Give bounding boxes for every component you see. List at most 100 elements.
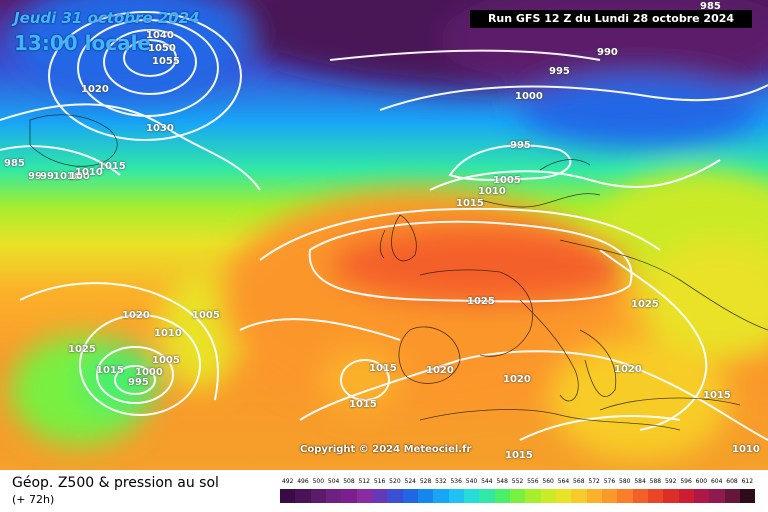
scale-label: 556 (527, 478, 539, 485)
coastlines (29, 114, 768, 431)
scale-label: 516 (373, 478, 386, 485)
scale-swatch (448, 489, 464, 503)
isobar-label: 985 (4, 158, 25, 169)
isobar-label: 995 (128, 377, 149, 388)
isobar-label: 1005 (192, 310, 220, 321)
scale-label: 572 (588, 478, 600, 485)
weather-map: Jeudi 31 octobre 2024 13:00 locale Run G… (0, 0, 768, 470)
scale-swatch (280, 489, 296, 503)
isobar-label: 1015 (98, 161, 126, 172)
isobar-label: 1015 (349, 399, 377, 410)
isobar-label: 1025 (631, 299, 659, 310)
color-scale-labels: 492 496 500 504 508 512 516 520 524 528 532 536 540 5… (280, 478, 755, 488)
scale-swatch (586, 489, 602, 503)
scale-swatch (463, 489, 480, 503)
scale-label: 508 (343, 478, 355, 485)
isobar-label: 1015 (369, 363, 397, 374)
map-title: Géop. Z500 & pression au sol (12, 475, 219, 491)
scale-swatch (295, 489, 311, 503)
geopotential-field (0, 0, 768, 470)
scale-label: 604 (710, 478, 723, 485)
isobar-label: 1025 (467, 296, 495, 307)
scale-swatch (341, 489, 357, 503)
scale-swatch (325, 489, 342, 503)
isobar-label: 995 (510, 140, 531, 151)
scale-label: 496 (297, 478, 309, 485)
scale-label: 536 (450, 478, 462, 485)
scale-swatch (356, 489, 372, 503)
forecast-date: Jeudi 31 octobre 2024 (14, 9, 200, 27)
scale-swatch (647, 489, 664, 503)
scale-swatch (601, 489, 618, 503)
scale-swatch (540, 489, 556, 503)
scale-label: 612 (741, 478, 754, 485)
forecast-lead: (+ 72h) (12, 493, 55, 506)
isobar-label: 1020 (426, 365, 454, 376)
scale-swatch (494, 489, 510, 503)
isobar-label: 1005 (152, 355, 180, 366)
isobar-label: 1020 (81, 84, 109, 95)
isobar-label: 1020 (503, 374, 531, 385)
scale-swatch (693, 489, 710, 503)
scale-label: 532 (435, 478, 447, 485)
isobar-label: 1000 (135, 367, 163, 378)
isobar-label: 985 (700, 1, 721, 12)
scale-label: 608 (726, 478, 738, 485)
scale-label: 544 (481, 478, 493, 485)
scale-swatch (617, 489, 633, 503)
isobar-label: 1025 (68, 344, 96, 355)
isobar-label: 1010 (53, 171, 81, 182)
scale-swatch (663, 489, 679, 503)
scale-label: 548 (496, 478, 508, 485)
scale-swatch (387, 489, 403, 503)
color-scale-bar (280, 489, 756, 503)
scale-label: 520 (389, 478, 401, 485)
isobar-lines (0, 11, 768, 441)
scale-label: 552 (511, 478, 524, 485)
isobar-label: 1050 (148, 43, 176, 54)
scale-swatch (525, 489, 541, 503)
scale-swatch (678, 489, 694, 503)
model-run-label: Run GFS 12 Z du Lundi 28 octobre 2024 (470, 10, 752, 28)
scale-label: 600 (695, 478, 708, 485)
isobar-label: 1055 (152, 56, 180, 67)
scale-swatch (709, 489, 725, 503)
isobar-label: 1015 (96, 365, 124, 376)
scale-swatch (632, 489, 648, 503)
isobar-label: 1010 (154, 328, 182, 339)
isobar-label: 1010 (478, 186, 506, 197)
scale-label: 592 (664, 478, 677, 485)
scale-label: 524 (404, 478, 416, 485)
scale-swatch (371, 489, 388, 503)
legend-footer: Géop. Z500 & pression au sol (+ 72h) 492… (0, 470, 768, 512)
scale-label: 540 (465, 478, 478, 485)
scale-label: 512 (358, 478, 370, 485)
isobar-label: 1010 (732, 444, 760, 455)
scale-swatch (509, 489, 526, 503)
forecast-time: 13:00 locale (14, 31, 151, 55)
scale-swatch (571, 489, 587, 503)
scale-label: 580 (619, 478, 631, 485)
scale-label: 564 (557, 478, 570, 485)
isobar-label: 1000 (515, 91, 543, 102)
scale-label: 576 (603, 478, 616, 485)
scale-swatch (402, 489, 418, 503)
scale-swatch (310, 489, 326, 503)
scale-swatch (417, 489, 434, 503)
scale-label: 492 (281, 478, 294, 485)
scale-label: 588 (649, 478, 662, 485)
scale-label: 504 (327, 478, 340, 485)
isobar-label: 1020 (614, 364, 642, 375)
isobar-label: 99 (40, 171, 54, 182)
scale-swatch (433, 489, 449, 503)
scale-swatch (724, 489, 740, 503)
scale-label: 500 (312, 478, 325, 485)
isobar-label: 1015 (456, 198, 484, 209)
isobar-label: 100 (69, 171, 90, 182)
isobar-label: 1005 (493, 175, 521, 186)
scale-label: 528 (419, 478, 432, 485)
isobar-label: 990 (597, 47, 618, 58)
scale-swatch (739, 489, 756, 503)
scale-label: 560 (542, 478, 554, 485)
isobar-label: 1010 (75, 167, 103, 178)
